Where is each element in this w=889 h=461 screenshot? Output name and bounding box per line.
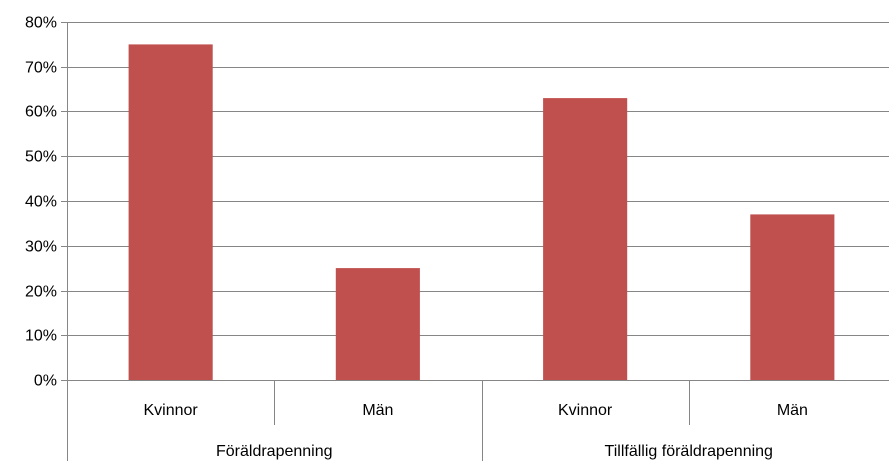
y-tick-label: 60% [25,104,57,121]
y-tick-label: 10% [25,328,57,345]
x-category-label: Män [362,402,393,419]
y-tick-label: 20% [25,284,57,301]
y-tick-label: 80% [25,15,57,32]
axes [67,22,889,461]
bar [750,214,835,380]
y-tick-label: 50% [25,149,57,166]
y-tick-label: 0% [34,373,57,390]
x-category-label: Kvinnor [144,402,199,419]
x-group-label: Föräldrapenning [216,443,333,460]
bar [128,44,213,381]
x-category-label: Kvinnor [558,402,613,419]
y-tick-label: 30% [25,239,57,256]
y-tick-label: 40% [25,194,57,211]
bar [335,268,420,380]
bar [543,98,628,380]
x-group-label: Tillfällig föräldrapenning [605,443,773,460]
labels: 0% 10% 20% 30% 40% 50% 60% 70% 80% Kvinnor Män Förä… [25,15,808,461]
x-category-label: Män [777,402,808,419]
bars [128,44,835,381]
y-tick-label: 70% [25,60,57,77]
